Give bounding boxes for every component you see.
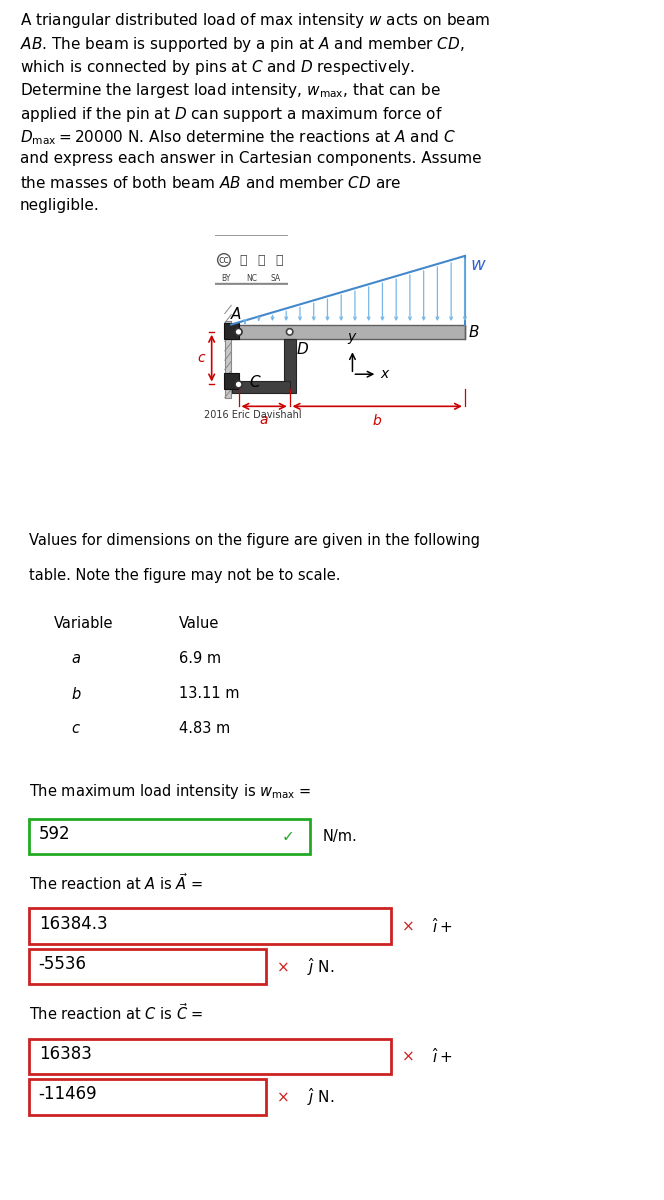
FancyBboxPatch shape	[29, 1079, 266, 1115]
Bar	[224, 323, 240, 340]
Text: $\hat{\imath}+$: $\hat{\imath}+$	[432, 1046, 452, 1066]
Text: -5536: -5536	[39, 955, 86, 973]
Text: $c$: $c$	[71, 721, 81, 737]
Text: $b$: $b$	[71, 686, 82, 702]
Text: ✓: ✓	[282, 829, 295, 844]
Text: applied if the pin at $D$ can support a maximum force of: applied if the pin at $D$ can support a …	[20, 104, 443, 124]
Text: Variable: Variable	[54, 616, 114, 630]
Text: 6.9 m: 6.9 m	[179, 650, 221, 666]
Text: $y$: $y$	[347, 331, 358, 347]
Text: which is connected by pins at $C$ and $D$ respectively.: which is connected by pins at $C$ and $D…	[20, 58, 415, 77]
Text: $x$: $x$	[380, 367, 391, 382]
Text: 4.83 m: 4.83 m	[179, 721, 230, 737]
Text: $a$: $a$	[71, 650, 81, 666]
Text: 592: 592	[39, 826, 70, 844]
Text: $\hat{\imath}+$: $\hat{\imath}+$	[432, 917, 452, 936]
Text: The reaction at $C$ is $\vec{C}$ =: The reaction at $C$ is $\vec{C}$ =	[29, 1002, 204, 1022]
Text: table. Note the figure may not be to scale.: table. Note the figure may not be to sca…	[29, 568, 341, 583]
Text: $C$: $C$	[249, 374, 262, 390]
FancyBboxPatch shape	[29, 949, 266, 984]
Text: Value: Value	[179, 616, 220, 630]
Bar	[232, 382, 290, 394]
Text: $\hat{\jmath}$ N.: $\hat{\jmath}$ N.	[307, 956, 335, 978]
Text: 13.11 m: 13.11 m	[179, 686, 240, 701]
Text: Values for dimensions on the figure are given in the following: Values for dimensions on the figure are …	[29, 533, 480, 548]
Bar	[224, 373, 240, 389]
FancyBboxPatch shape	[29, 1039, 391, 1074]
Circle shape	[286, 329, 293, 335]
Text: and express each answer in Cartesian components. Assume: and express each answer in Cartesian com…	[20, 151, 481, 167]
Circle shape	[235, 329, 242, 335]
Text: The maximum load intensity is $w_\mathrm{max}$ =: The maximum load intensity is $w_\mathrm…	[29, 782, 312, 802]
Text: $\times$: $\times$	[276, 1090, 289, 1104]
Bar	[284, 338, 295, 394]
Text: negligible.: negligible.	[20, 198, 100, 212]
Text: $A$: $A$	[230, 306, 242, 323]
Text: N/m.: N/m.	[323, 829, 357, 844]
Text: $\times$: $\times$	[276, 959, 289, 974]
Text: -11469: -11469	[39, 1086, 97, 1104]
Circle shape	[235, 380, 242, 388]
Text: 16384.3: 16384.3	[39, 914, 108, 932]
Bar	[225, 322, 231, 397]
Text: $a$: $a$	[260, 413, 269, 427]
FancyBboxPatch shape	[29, 818, 310, 854]
Text: Determine the largest load intensity, $w_\mathrm{max}$, that can be: Determine the largest load intensity, $w…	[20, 82, 441, 101]
Text: The reaction at $A$ is $\vec{A}$ =: The reaction at $A$ is $\vec{A}$ =	[29, 872, 203, 893]
Bar	[231, 324, 465, 340]
Text: $D$: $D$	[296, 341, 309, 356]
Text: A triangular distributed load of max intensity $w$ acts on beam: A triangular distributed load of max int…	[20, 12, 490, 30]
Text: $D_\mathrm{max} = 20000$ N. Also determine the reactions at $A$ and $C$: $D_\mathrm{max} = 20000$ N. Also determi…	[20, 128, 456, 146]
FancyBboxPatch shape	[29, 908, 391, 943]
Text: $c$: $c$	[197, 352, 207, 365]
Text: $b$: $b$	[373, 413, 382, 427]
Text: $\hat{\jmath}$ N.: $\hat{\jmath}$ N.	[307, 1086, 335, 1108]
Text: $w$: $w$	[470, 256, 487, 274]
Text: $\times$: $\times$	[400, 1049, 414, 1064]
Text: $AB$. The beam is supported by a pin at $A$ and member $CD$,: $AB$. The beam is supported by a pin at …	[20, 35, 464, 54]
Text: 2016 Eric Davishahl: 2016 Eric Davishahl	[205, 410, 302, 420]
Text: $B$: $B$	[468, 324, 479, 340]
Text: the masses of both beam $AB$ and member $CD$ are: the masses of both beam $AB$ and member …	[20, 174, 401, 191]
Text: $\times$: $\times$	[400, 919, 414, 934]
Text: 16383: 16383	[39, 1045, 92, 1063]
